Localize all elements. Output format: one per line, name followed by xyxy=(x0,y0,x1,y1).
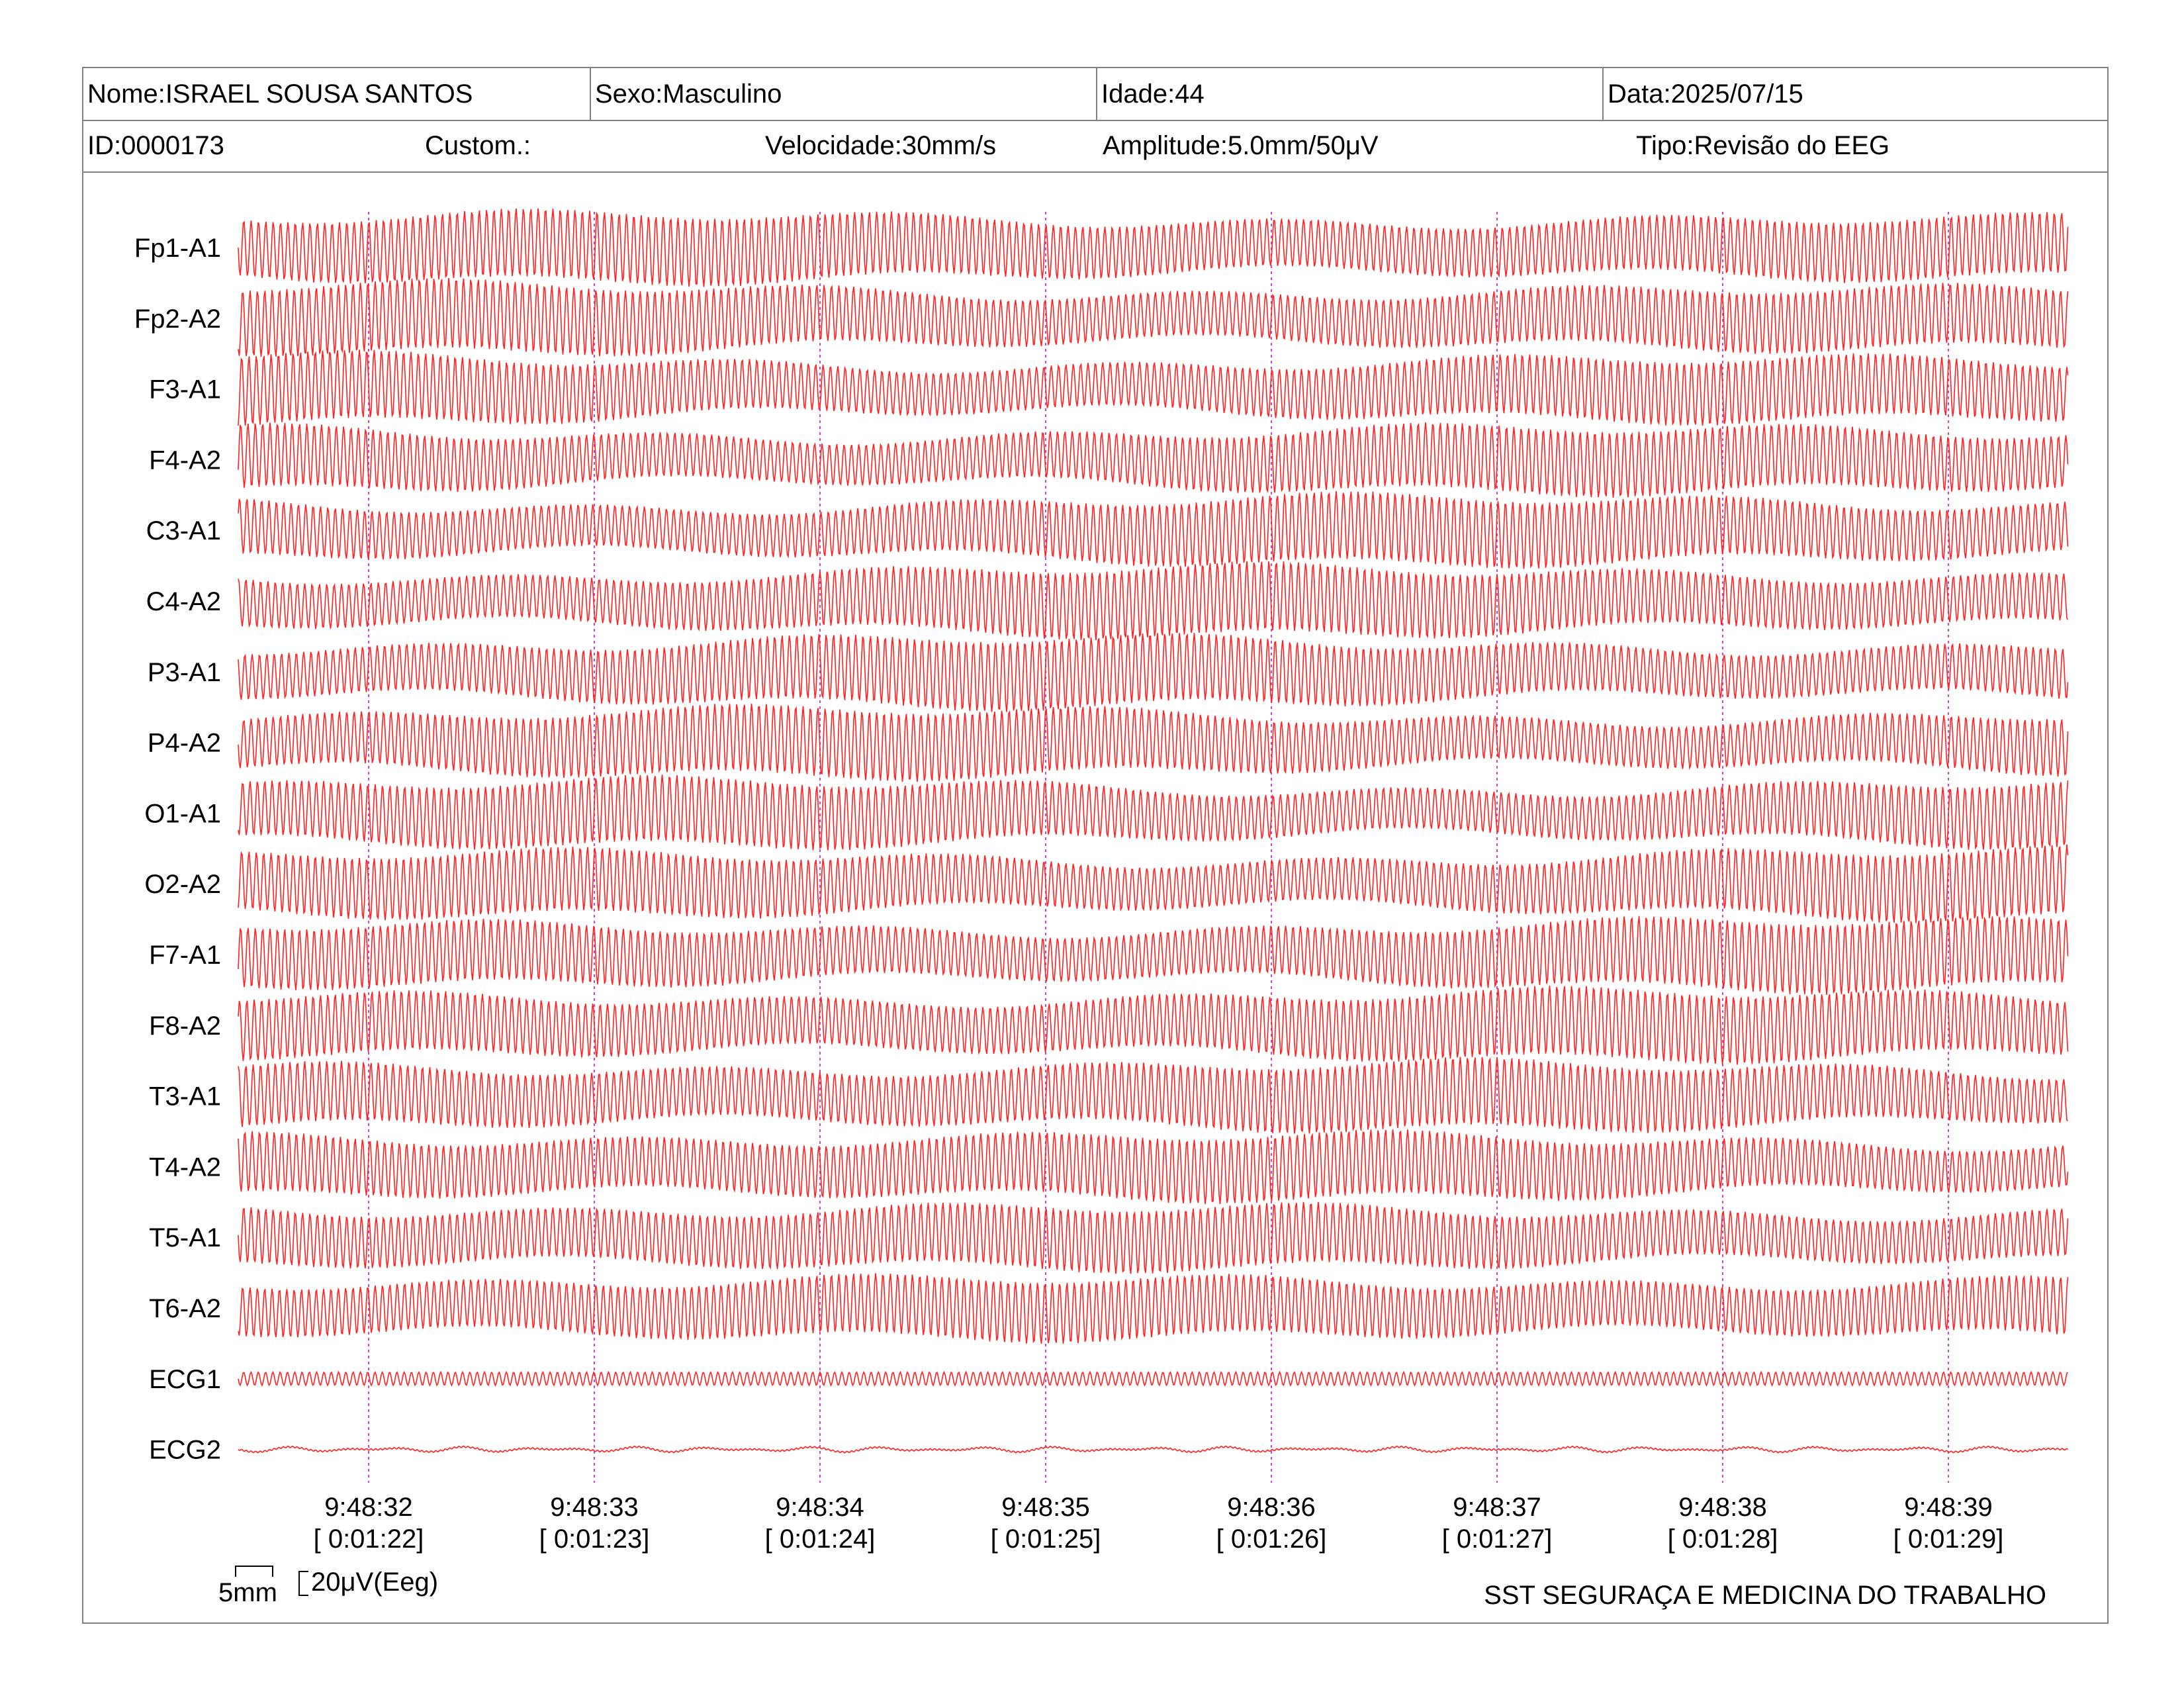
channel-label: O2-A2 xyxy=(144,870,221,899)
channel-label: P4-A2 xyxy=(148,729,221,758)
header-row-1: Nome:ISRAEL SOUSA SANTOS Sexo:Masculino … xyxy=(83,68,2107,121)
tick-elapsed-label: [ 0:01:24] xyxy=(765,1524,876,1554)
patient-name: Nome:ISRAEL SOUSA SANTOS xyxy=(87,79,473,109)
tick-elapsed-label: [ 0:01:29] xyxy=(1893,1524,2004,1554)
report-frame: Nome:ISRAEL SOUSA SANTOS Sexo:Masculino … xyxy=(82,67,2109,1624)
channel-label: T5-A1 xyxy=(149,1223,221,1252)
trace-t5-a1 xyxy=(238,1201,2069,1274)
tick-time-label: 9:48:34 xyxy=(776,1493,864,1522)
channel-label: Fp1-A1 xyxy=(134,234,221,263)
channel-label: F7-A1 xyxy=(149,941,221,970)
trace-o1-a1 xyxy=(238,774,2069,851)
channel-label: P3-A1 xyxy=(148,658,221,687)
scale-uv-label: 20μV(Eeg) xyxy=(311,1568,439,1597)
channel-label: ECG2 xyxy=(149,1436,221,1465)
trace-f3-a1 xyxy=(238,350,2069,426)
patient-sex: Sexo:Masculino xyxy=(590,68,1096,120)
tick-elapsed-label: [ 0:01:26] xyxy=(1216,1524,1327,1554)
channel-label: C3-A1 xyxy=(146,516,221,545)
tick-time-label: 9:48:33 xyxy=(550,1493,638,1522)
scale-mm-label: 5mm xyxy=(218,1578,277,1607)
tick-time-label: 9:48:37 xyxy=(1453,1493,1541,1522)
channel-label: C4-A2 xyxy=(146,587,221,616)
trace-c4-a2 xyxy=(238,561,2069,640)
tick-elapsed-label: [ 0:01:27] xyxy=(1442,1524,1553,1554)
tick-elapsed-label: [ 0:01:25] xyxy=(991,1524,1101,1554)
trace-o2-a2 xyxy=(238,844,2069,923)
scale-mm-bar xyxy=(235,1566,273,1577)
trace-c3-a1 xyxy=(238,491,2069,569)
trace-p3-a1 xyxy=(238,633,2069,712)
header-row-2: ID:0000173 Custom.: Velocidade:30mm/s Am… xyxy=(83,120,2107,173)
channel-label: Fp2-A2 xyxy=(134,305,221,334)
tick-time-label: 9:48:36 xyxy=(1227,1493,1315,1522)
patient-id: ID:0000173 xyxy=(87,131,224,160)
channel-label: T4-A2 xyxy=(149,1152,221,1182)
exam-type: Tipo:Revisão do EEG xyxy=(1636,131,1890,160)
channel-label: F3-A1 xyxy=(149,375,221,404)
trace-t6-a2 xyxy=(238,1273,2069,1344)
trace-p4-a2 xyxy=(238,704,2069,782)
trace-ecg2 xyxy=(238,1445,2068,1454)
tick-elapsed-label: [ 0:01:28] xyxy=(1668,1524,1778,1554)
tick-time-label: 9:48:35 xyxy=(1001,1493,1089,1522)
channel-label: F4-A2 xyxy=(149,445,221,475)
patient-age: Idade:44 xyxy=(1096,68,1602,120)
trace-ecg1 xyxy=(238,1370,2069,1387)
trace-f8-a2 xyxy=(238,985,2069,1065)
trace-t4-a2 xyxy=(238,1129,2069,1205)
channel-label: ECG1 xyxy=(149,1365,221,1394)
trace-fp1-a1 xyxy=(238,208,2069,287)
amplitude-setting: Amplitude:5.0mm/50μV xyxy=(1103,131,1379,160)
tick-elapsed-label: [ 0:01:22] xyxy=(314,1524,424,1554)
paper-speed: Velocidade:30mm/s xyxy=(765,131,997,160)
tick-time-label: 9:48:32 xyxy=(324,1493,412,1522)
channel-label: F8-A2 xyxy=(149,1011,221,1041)
scale-uv-bar xyxy=(298,1571,308,1596)
trace-f7-a1 xyxy=(238,915,2069,995)
tick-time-label: 9:48:39 xyxy=(1904,1493,1992,1522)
trace-t3-a1 xyxy=(238,1056,2069,1134)
trace-fp2-a2 xyxy=(238,278,2069,357)
tick-time-label: 9:48:38 xyxy=(1678,1493,1766,1522)
exam-date: Data:2025/07/15 xyxy=(1602,68,2107,120)
channel-label: T3-A1 xyxy=(149,1082,221,1111)
channel-label: T6-A2 xyxy=(149,1294,221,1323)
custom-field: Custom.: xyxy=(425,131,531,160)
channel-label: O1-A1 xyxy=(144,799,221,828)
tick-elapsed-label: [ 0:01:23] xyxy=(539,1524,650,1554)
trace-f4-a2 xyxy=(238,422,2069,498)
organization-label: SST SEGURAÇA E MEDICINA DO TRABALHO xyxy=(1484,1581,2046,1610)
